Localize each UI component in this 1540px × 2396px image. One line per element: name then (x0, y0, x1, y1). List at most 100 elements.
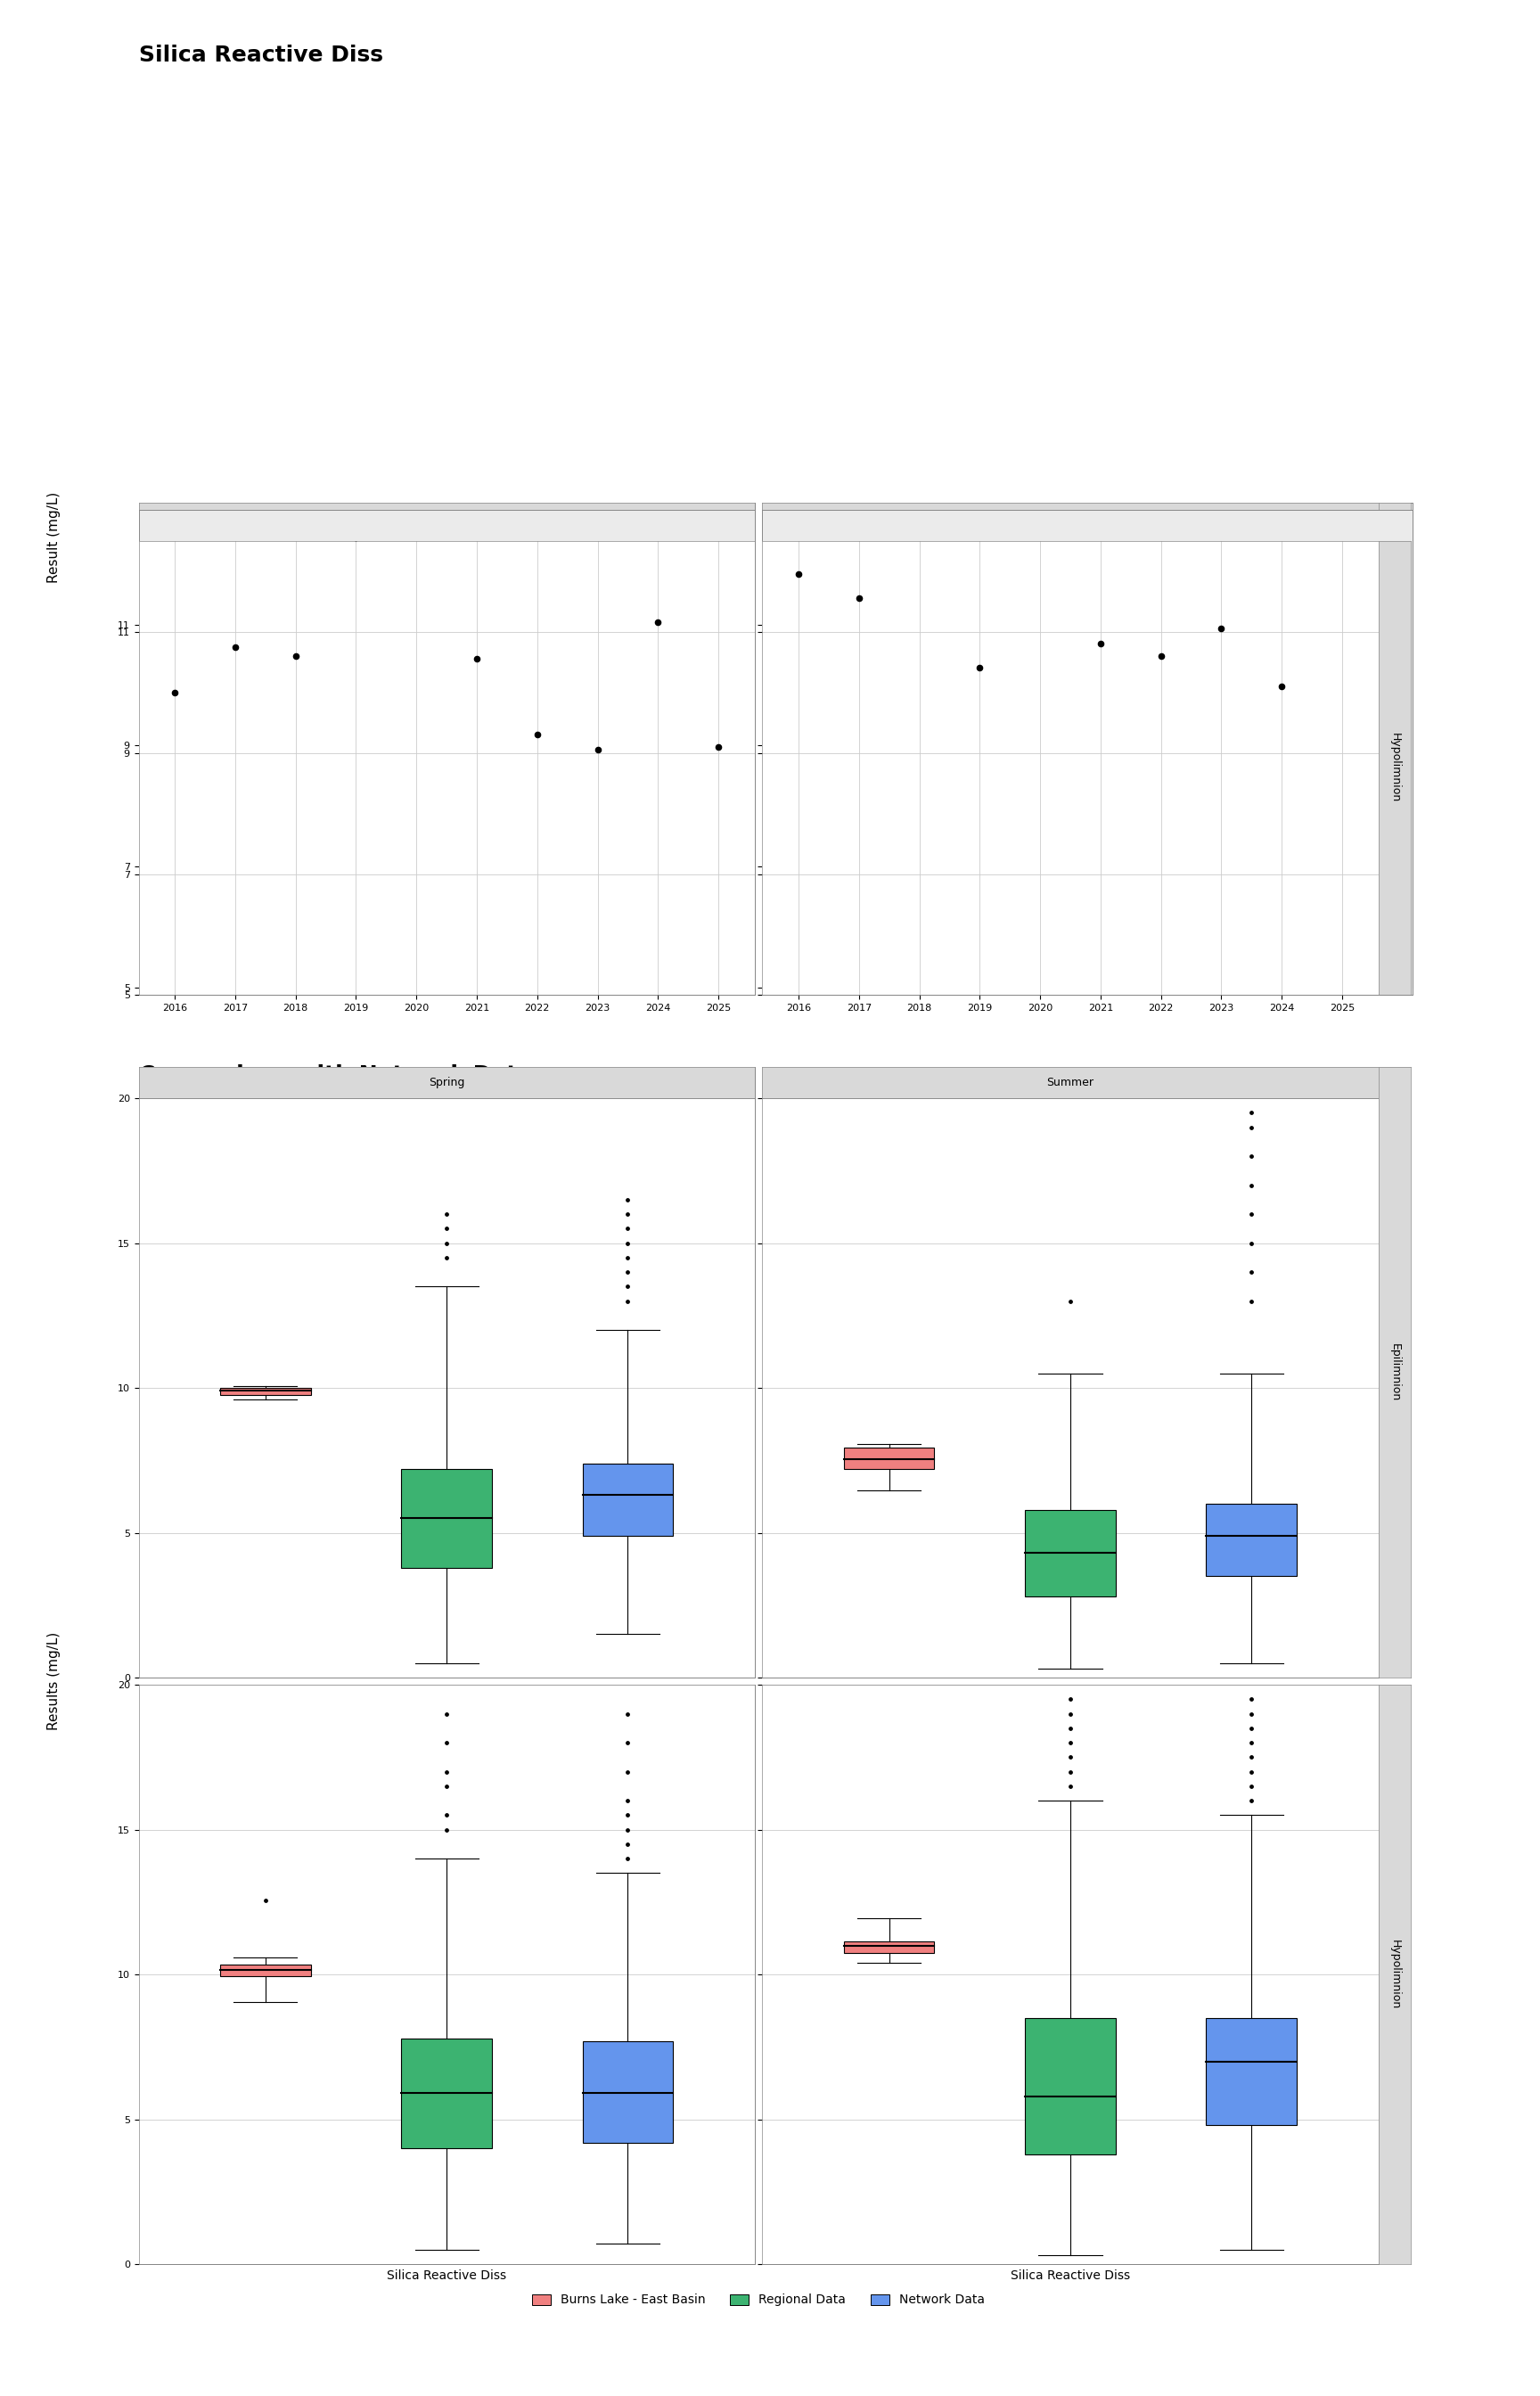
Point (1240, 1224, 1264, 1263)
Point (616, 1210, 641, 1248)
Bar (1206, 2017, 1297, 2125)
Point (616, 1282, 641, 1320)
Point (616, 1826, 641, 1864)
Point (616, 1253, 641, 1291)
Text: Silica Reactive Diss: Silica Reactive Diss (139, 46, 383, 67)
Bar (844, 1941, 935, 1953)
Point (434, 1239, 459, 1277)
Point (1058, 1694, 1083, 1732)
Point (585, 692, 610, 731)
Point (967, 649, 992, 688)
Point (645, 604, 670, 642)
Point (1240, 1253, 1264, 1291)
Bar (1026, 1509, 1115, 1596)
Point (434, 1224, 459, 1263)
Point (343, 606, 368, 645)
Point (1058, 1708, 1083, 1747)
Point (1149, 841, 1173, 879)
Text: Comparison with Network Data: Comparison with Network Data (139, 1064, 531, 1085)
Point (434, 1723, 459, 1761)
Point (1240, 1694, 1264, 1732)
Text: Summer: Summer (1047, 1076, 1093, 1088)
Point (1240, 1138, 1264, 1176)
Bar (582, 2041, 673, 2142)
Point (1058, 1680, 1083, 1718)
Point (223, 625, 248, 664)
Point (1209, 755, 1234, 793)
Point (1240, 1737, 1264, 1775)
Point (1058, 1737, 1083, 1775)
Point (616, 1840, 641, 1878)
Point (465, 640, 490, 678)
Text: Epilimnion: Epilimnion (1389, 716, 1400, 774)
Text: Hypolimnion: Hypolimnion (1389, 733, 1400, 803)
Text: Epilimnion: Epilimnion (1389, 1344, 1400, 1402)
Point (1027, 783, 1052, 822)
Point (1058, 1766, 1083, 1804)
Point (616, 1196, 641, 1234)
Point (1240, 1196, 1264, 1234)
Bar (220, 1965, 311, 1977)
Point (525, 716, 550, 755)
Point (163, 692, 188, 731)
Text: Spring: Spring (428, 1076, 465, 1088)
Point (525, 748, 550, 786)
Point (705, 728, 730, 767)
Point (847, 580, 872, 618)
Point (907, 791, 932, 829)
Point (787, 882, 812, 920)
Bar (582, 1464, 673, 1536)
Point (616, 1181, 641, 1220)
Point (434, 1210, 459, 1248)
Point (434, 1766, 459, 1804)
Point (616, 1224, 641, 1263)
X-axis label: Silica Reactive Diss: Silica Reactive Diss (387, 2269, 507, 2281)
Point (616, 1811, 641, 1850)
Point (616, 1783, 641, 1821)
Point (163, 673, 188, 712)
X-axis label: Silica Reactive Diss: Silica Reactive Diss (1010, 2269, 1130, 2281)
Text: Spring: Spring (428, 513, 465, 525)
Point (343, 518, 368, 556)
Point (434, 1694, 459, 1732)
Point (283, 637, 308, 676)
Text: Summer: Summer (1047, 513, 1093, 525)
Point (787, 556, 812, 594)
Point (1058, 1723, 1083, 1761)
Legend: Burns Lake - East Basin, Regional Data, Network Data: Burns Lake - East Basin, Regional Data, … (527, 2288, 990, 2312)
Point (616, 1797, 641, 1835)
Bar (1026, 2017, 1115, 2154)
Point (1240, 1723, 1264, 1761)
Point (1209, 609, 1234, 647)
Point (1329, 951, 1354, 990)
Point (1240, 1751, 1264, 1790)
Point (465, 690, 490, 728)
Point (283, 623, 308, 661)
Point (1240, 1783, 1264, 1821)
Point (1089, 625, 1113, 664)
Point (616, 1239, 641, 1277)
Point (434, 1797, 459, 1835)
Point (1149, 637, 1173, 676)
Point (616, 1723, 641, 1761)
Point (705, 704, 730, 743)
Point (253, 1881, 277, 1919)
Point (1058, 1751, 1083, 1790)
Bar (1206, 1505, 1297, 1577)
Point (616, 1267, 641, 1306)
Point (1240, 1680, 1264, 1718)
Point (1269, 757, 1294, 795)
Point (1240, 1107, 1264, 1145)
Point (616, 1694, 641, 1732)
Point (967, 836, 992, 875)
Point (223, 628, 248, 666)
Point (1269, 666, 1294, 704)
Point (434, 1751, 459, 1790)
Point (585, 731, 610, 769)
Point (616, 1751, 641, 1790)
Text: Result (mg/L): Result (mg/L) (48, 491, 60, 582)
Point (1058, 1282, 1083, 1320)
Bar (402, 2039, 491, 2149)
Point (434, 1196, 459, 1234)
Point (1240, 1708, 1264, 1747)
